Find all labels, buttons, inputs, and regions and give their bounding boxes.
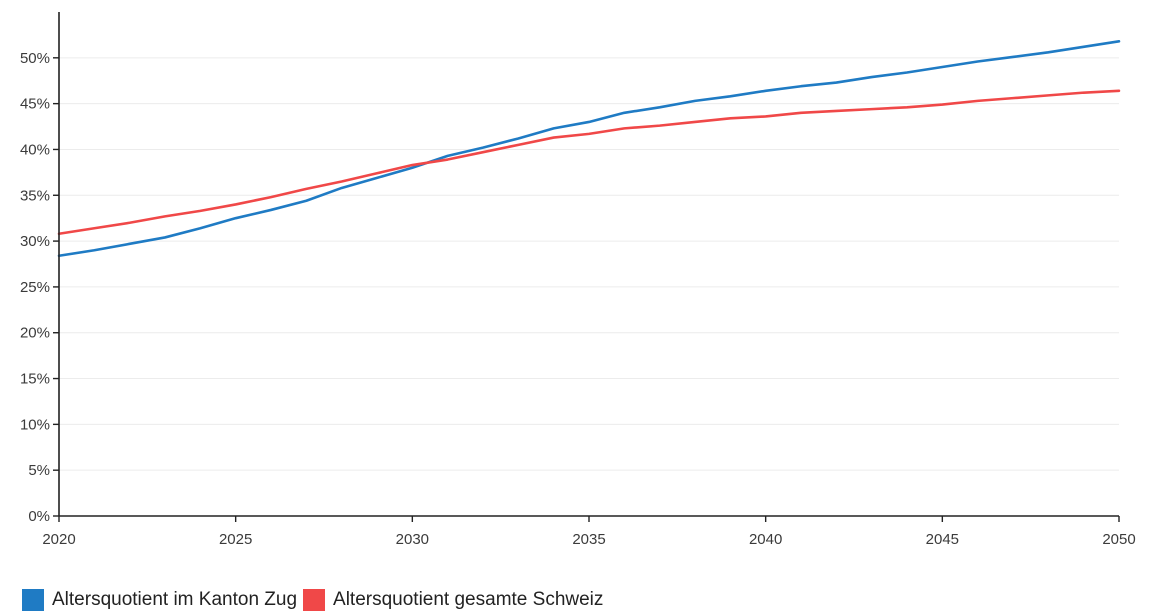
- x-tick-label: 2050: [1102, 531, 1135, 548]
- x-tick-label: 2030: [396, 531, 429, 548]
- series-line-1: [57, 89, 1121, 236]
- x-tick-label: 2040: [749, 531, 782, 548]
- y-tick-label: 25%: [20, 279, 50, 296]
- legend-item-schweiz[interactable]: Altersquotient gesamte Schweiz: [303, 589, 603, 611]
- legend-swatch-schweiz: [303, 589, 326, 611]
- legend-swatch-zug: [22, 589, 44, 611]
- y-tick-label: 45%: [20, 96, 50, 113]
- y-tick-label: 20%: [20, 325, 50, 342]
- series-lines: [57, 40, 1121, 258]
- y-tick-label: 40%: [20, 141, 50, 158]
- gridlines: [59, 57, 1119, 471]
- line-chart: 0% 5% 10% 15% 20% 25% 30% 35% 40% 45% 50% 2020 2025…: [20, 12, 1136, 548]
- legend-item-zug[interactable]: Altersquotient im Kanton Zug: [22, 589, 297, 611]
- x-tick-label: 2020: [42, 531, 75, 548]
- y-tick-label: 5%: [28, 462, 50, 479]
- y-tick-label: 10%: [20, 416, 50, 433]
- legend: Altersquotient im Kanton Zug Altersquoti…: [22, 589, 609, 611]
- y-axis-ticks: 0% 5% 10% 15% 20% 25% 30% 35% 40% 45% 50%: [20, 50, 59, 525]
- x-tick-label: 2035: [572, 531, 605, 548]
- legend-label-zug: Altersquotient im Kanton Zug: [52, 589, 298, 610]
- y-tick-label: 35%: [20, 187, 50, 204]
- x-tick-label: 2025: [219, 531, 252, 548]
- y-tick-label: 0%: [28, 508, 50, 525]
- y-tick-label: 50%: [20, 50, 50, 67]
- series-line-0: [57, 40, 1121, 258]
- y-tick-label: 15%: [20, 371, 50, 388]
- y-tick-label: 30%: [20, 233, 50, 250]
- x-axis-ticks: 2020 2025 2030 2035 2040 2045 2050: [42, 516, 1136, 548]
- x-tick-label: 2045: [926, 531, 959, 548]
- legend-label-schweiz: Altersquotient gesamte Schweiz: [333, 589, 604, 610]
